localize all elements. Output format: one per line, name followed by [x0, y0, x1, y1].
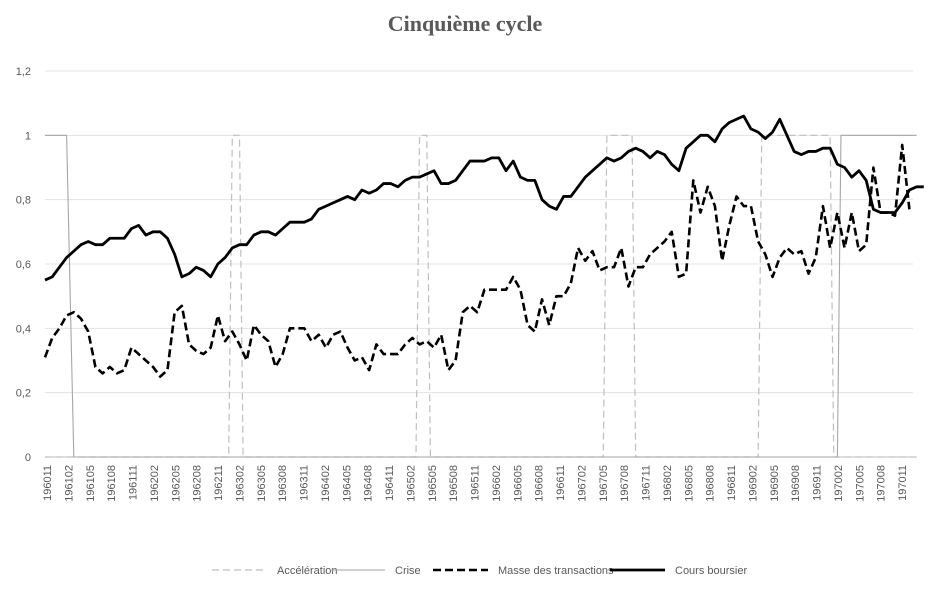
- y-tick-label: 1,2: [16, 66, 31, 78]
- x-tick-label: 196802: [662, 465, 674, 502]
- y-axis-ticks: 0 0,2 0,4 0,6 0,8 1 1,2: [16, 66, 31, 464]
- x-tick-label: 196611: [555, 465, 567, 501]
- chart-title: Cinquième cycle: [388, 11, 543, 36]
- x-tick-label: 196411: [384, 465, 396, 501]
- x-tick-label: 197011: [897, 465, 909, 501]
- x-axis-ticks: 196011 196102 196105 196108 196111 196202 1962…: [42, 465, 909, 502]
- x-tick-label: 196202: [149, 465, 161, 502]
- x-tick-label: 196405: [341, 465, 353, 502]
- series-line-2: [43, 143, 911, 378]
- y-tick-label: 0,8: [16, 195, 31, 207]
- y-tick-label: 0,4: [16, 323, 31, 335]
- gridlines: [45, 70, 913, 458]
- x-tick-label: 196908: [790, 465, 802, 502]
- x-tick-label: 196705: [598, 465, 610, 502]
- x-tick-label: 196205: [170, 465, 182, 502]
- x-tick-label: 197002: [833, 465, 845, 502]
- x-tick-label: 196211: [213, 465, 225, 501]
- legend-label: Crise: [395, 565, 421, 577]
- x-tick-label: 196911: [812, 465, 824, 501]
- x-tick-label: 196702: [576, 465, 588, 502]
- y-tick-label: 1: [25, 130, 31, 142]
- x-tick-label: 196308: [277, 465, 289, 502]
- x-tick-label: 197008: [876, 465, 888, 502]
- x-tick-label: 196311: [299, 465, 311, 501]
- y-tick-label: 0,2: [16, 388, 31, 400]
- x-tick-label: 196902: [747, 465, 759, 502]
- x-tick-label: 196708: [619, 465, 631, 502]
- series-line-0: [45, 134, 917, 458]
- x-tick-label: 196111: [128, 465, 140, 500]
- x-tick-label: 196508: [448, 465, 460, 502]
- legend-label: Cours boursier: [675, 565, 747, 577]
- x-tick-label: 196811: [726, 465, 738, 501]
- x-tick-label: 196805: [683, 465, 695, 502]
- legend-label: Accélération: [277, 565, 338, 577]
- x-tick-label: 196602: [491, 465, 503, 502]
- x-tick-label: 196905: [769, 465, 781, 502]
- x-tick-label: 196208: [192, 465, 204, 502]
- series-line-1: [45, 134, 917, 458]
- x-tick-label: 196302: [234, 465, 246, 502]
- x-tick-label: 196402: [320, 465, 332, 502]
- legend-label: Masse des transactions: [498, 565, 614, 577]
- x-tick-label: 196608: [534, 465, 546, 502]
- x-tick-label: 197005: [854, 465, 866, 502]
- x-tick-label: 196305: [256, 465, 268, 502]
- x-tick-label: 196102: [63, 465, 75, 502]
- y-tick-label: 0: [25, 452, 31, 464]
- x-tick-label: 196011: [42, 465, 54, 501]
- legend: Accélération Crise Masse des transactions C…: [212, 565, 747, 577]
- x-tick-label: 196711: [641, 465, 653, 501]
- x-tick-label: 196511: [470, 465, 482, 501]
- x-tick-label: 196502: [405, 465, 417, 502]
- x-tick-label: 196505: [427, 465, 439, 502]
- y-tick-label: 0,6: [16, 259, 31, 271]
- x-tick-label: 196108: [106, 465, 118, 502]
- x-tick-label: 196105: [85, 465, 97, 502]
- series-lines: [43, 114, 924, 458]
- series-line-3: [44, 114, 924, 282]
- x-tick-label: 196808: [705, 465, 717, 502]
- x-tick-label: 196605: [512, 465, 524, 502]
- x-tick-label: 196408: [363, 465, 375, 502]
